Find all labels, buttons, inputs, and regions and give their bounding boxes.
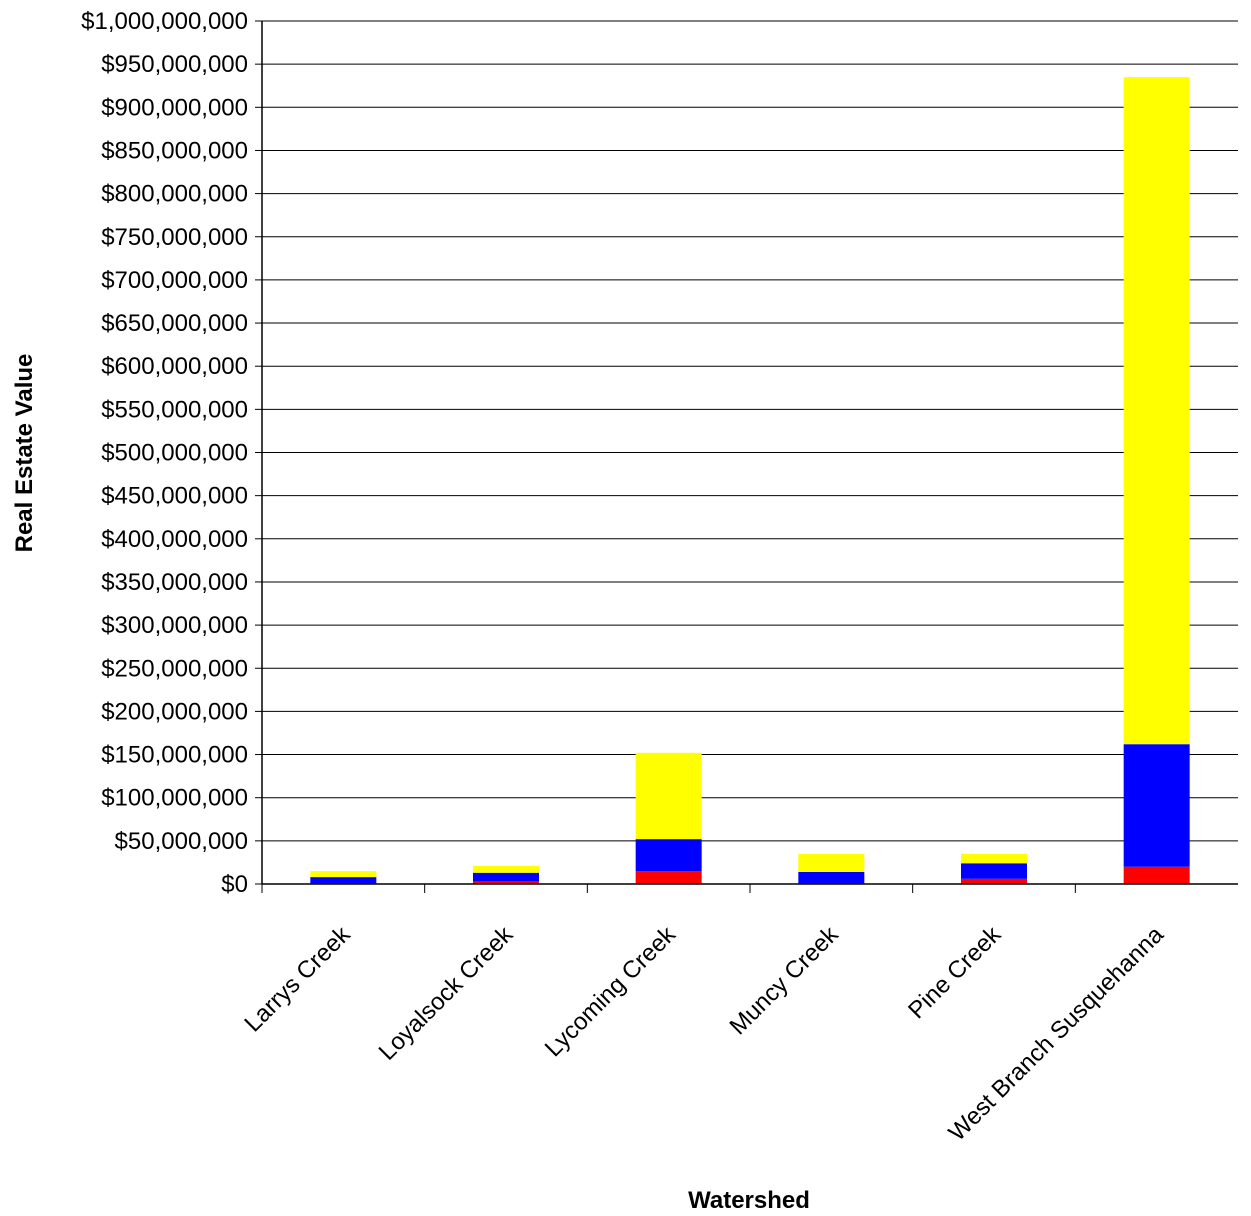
x-tick-label: Loyalsock Creek bbox=[374, 920, 519, 1065]
bar-segment-2 bbox=[798, 871, 865, 884]
x-tick-labels: Larrys Creek Loyalsock Creek Lycoming Cree… bbox=[239, 920, 1169, 1146]
bar-segment-2 bbox=[310, 877, 377, 884]
y-tick-label: $150,000,000 bbox=[101, 742, 248, 769]
y-axis-title: Real Estate Value bbox=[11, 354, 38, 553]
y-tick-label: $850,000,000 bbox=[101, 137, 248, 164]
y-tick-label: $50,000,000 bbox=[115, 828, 248, 855]
bar-segment-2 bbox=[635, 839, 702, 872]
y-tick-label: $200,000,000 bbox=[101, 698, 248, 725]
y-tick-label: $800,000,000 bbox=[101, 181, 248, 208]
y-tick-label: $400,000,000 bbox=[101, 526, 248, 553]
x-tick-label: Lycoming Creek bbox=[540, 920, 682, 1062]
y-tick-label: $650,000,000 bbox=[101, 310, 248, 337]
bar-segment-2 bbox=[1123, 744, 1190, 867]
y-tick-label: $350,000,000 bbox=[101, 569, 248, 596]
bar-segment-2 bbox=[961, 863, 1027, 879]
y-tick-labels: $0 $50,000,000 $100,000,000 $150,000,000 $20… bbox=[81, 8, 248, 898]
bar-segment-3 bbox=[798, 853, 865, 872]
y-tick-label: $1,000,000,000 bbox=[81, 8, 248, 35]
bar-segment-3 bbox=[473, 865, 539, 873]
y-tick-label: $950,000,000 bbox=[101, 51, 248, 78]
bar-segment-3 bbox=[1123, 77, 1190, 745]
x-tick-label: Larrys Creek bbox=[239, 920, 356, 1037]
x-axis-title: Watershed bbox=[688, 1187, 810, 1214]
x-tick-label: Muncy Creek bbox=[725, 920, 845, 1040]
y-tick-label: $900,000,000 bbox=[101, 94, 248, 121]
y-tick-label: $450,000,000 bbox=[101, 483, 248, 510]
bar-segment-3 bbox=[310, 871, 377, 878]
y-tick-label: $750,000,000 bbox=[101, 224, 248, 251]
bar-segment-2 bbox=[473, 872, 539, 882]
y-tick-label: $550,000,000 bbox=[101, 396, 248, 423]
bar-segment-3 bbox=[961, 853, 1027, 864]
y-tick-label: $600,000,000 bbox=[101, 353, 248, 380]
y-tick-label: $700,000,000 bbox=[101, 267, 248, 294]
axes bbox=[255, 20, 1238, 893]
bar-segment-1 bbox=[635, 871, 702, 884]
y-tick-label: $0 bbox=[221, 871, 248, 898]
bar-segment-1 bbox=[1123, 866, 1190, 884]
y-tick-label: $500,000,000 bbox=[101, 440, 248, 467]
bar-segment-1 bbox=[473, 881, 539, 884]
gridlines bbox=[262, 20, 1238, 842]
x-tick-label: Pine Creek bbox=[903, 920, 1007, 1024]
y-tick-label: $100,000,000 bbox=[101, 785, 248, 812]
bar-segment-3 bbox=[635, 752, 702, 840]
y-tick-label: $300,000,000 bbox=[101, 612, 248, 639]
bars bbox=[310, 77, 1190, 884]
bar-segment-1 bbox=[961, 878, 1027, 884]
y-tick-label: $250,000,000 bbox=[101, 655, 248, 682]
